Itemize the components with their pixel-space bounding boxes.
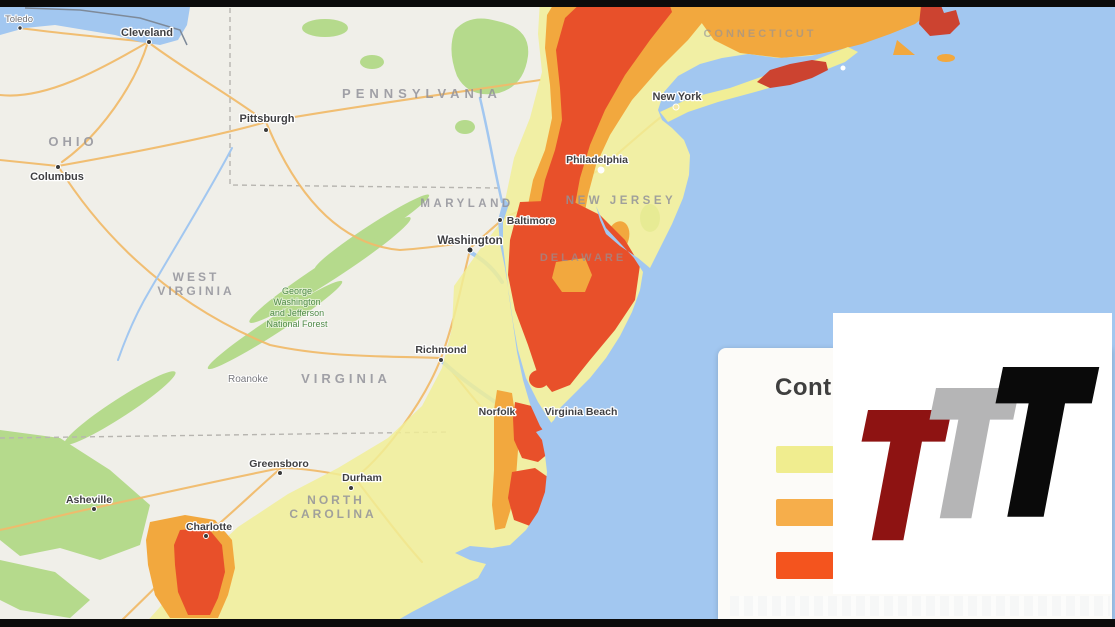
city-dot bbox=[91, 506, 97, 512]
city-label-new-york: New York bbox=[652, 91, 702, 103]
island-orange-1 bbox=[893, 40, 915, 55]
legend-swatch-orange bbox=[776, 499, 834, 526]
state-label-ohio: OHIO bbox=[48, 134, 97, 149]
overlay-orange-delaware-patch bbox=[552, 258, 592, 292]
city-label-toledo: Toledo bbox=[5, 14, 33, 25]
city-label-columbus: Columbus bbox=[30, 171, 84, 183]
city-dot bbox=[203, 533, 209, 539]
lake-border-line bbox=[24, 7, 188, 46]
park-label-line: Washington bbox=[273, 297, 320, 307]
city-label-cleveland: Cleveland bbox=[121, 27, 173, 39]
overlay-red-charlotte-core bbox=[174, 528, 225, 615]
overlay-red-epa-core bbox=[540, 0, 672, 230]
logo-letter-t-black bbox=[995, 367, 1100, 517]
legend-title: Cont bbox=[775, 374, 832, 401]
city-label-virginia-beach: Virginia Beach bbox=[545, 406, 618, 418]
city-label-roanoke: Roanoke bbox=[228, 374, 268, 385]
park-label-line: George bbox=[282, 286, 312, 296]
letterbox-bar-bottom bbox=[0, 619, 1115, 627]
lighthouse-dot bbox=[840, 65, 846, 71]
logo-letter-t-red bbox=[861, 410, 952, 541]
city-label-baltimore: Baltimore bbox=[507, 215, 556, 227]
overlay-red-rhode-island bbox=[919, 3, 960, 36]
city-dot bbox=[55, 164, 61, 170]
legend-swatch-red bbox=[776, 552, 834, 579]
overlay-red-cape-charles bbox=[529, 370, 549, 388]
city-dots bbox=[17, 25, 680, 539]
state-label-west-virginia: WEST bbox=[173, 270, 220, 284]
overlay-red-delmarva bbox=[508, 200, 640, 392]
city-labels: Toledo Cleveland Columbus Pittsburgh Was… bbox=[4, 13, 704, 534]
city-dot bbox=[146, 39, 152, 45]
letterbox-bar-top bbox=[0, 0, 1115, 7]
city-label-charlotte: Charlotte bbox=[186, 521, 232, 533]
logo-letter-t-gray bbox=[929, 388, 1020, 519]
legend-swatch-yellow bbox=[776, 446, 834, 473]
city-dot bbox=[277, 470, 283, 476]
logo-box bbox=[833, 313, 1112, 594]
city-label-philadelphia: Philadelphia bbox=[566, 154, 628, 166]
city-label-greensboro: Greensboro bbox=[249, 458, 309, 470]
overlay-red-zones bbox=[174, 0, 672, 615]
lake-erie bbox=[0, 7, 190, 45]
city-label-asheville: Asheville bbox=[66, 494, 112, 506]
state-label-virginia: VIRGINIA bbox=[301, 371, 391, 386]
state-label-delaware: DELAWARE bbox=[540, 252, 626, 264]
city-dot bbox=[17, 25, 23, 31]
state-labels: OHIO PENNSYLVANIA WEST VIRGINIA VIRGINIA… bbox=[48, 28, 816, 521]
city-label-norfolk: Norfolk bbox=[479, 406, 516, 418]
city-dot bbox=[672, 103, 680, 111]
overlay-orange-connecticut bbox=[700, 7, 948, 58]
city-label-richmond: Richmond bbox=[415, 344, 466, 356]
attribution-strip bbox=[730, 596, 1110, 616]
state-label-north-carolina-2: CAROLINA bbox=[289, 507, 376, 521]
state-label-new-jersey: NEW JERSEY bbox=[566, 195, 676, 207]
park-label-line: and Jefferson bbox=[270, 308, 324, 318]
state-label-connecticut: CONNECTICUT bbox=[703, 28, 816, 40]
city-dot bbox=[497, 217, 503, 223]
ttt-logo bbox=[861, 367, 1100, 541]
city-dot bbox=[597, 166, 605, 174]
state-label-west-virginia-2: VIRGINIA bbox=[157, 284, 234, 298]
overlay-red-long-island-tip bbox=[757, 60, 828, 88]
state-borders bbox=[0, 8, 501, 439]
city-label-pittsburgh: Pittsburgh bbox=[240, 113, 295, 125]
city-label-washington: Washington bbox=[437, 235, 502, 247]
city-dot bbox=[438, 357, 444, 363]
city-dot bbox=[348, 485, 354, 491]
state-label-pennsylvania: PENNSYLVANIA bbox=[342, 86, 502, 101]
chesapeake-bay bbox=[498, 198, 560, 440]
city-label-durham: Durham bbox=[342, 472, 382, 484]
state-label-north-carolina: NORTH bbox=[307, 493, 365, 507]
city-dot bbox=[263, 127, 269, 133]
park-label-line: National Forest bbox=[266, 319, 328, 329]
park-label: George Washington and Jefferson National… bbox=[265, 285, 329, 330]
state-label-maryland: MARYLAND bbox=[420, 198, 513, 210]
city-dot bbox=[466, 246, 474, 254]
island-orange-2 bbox=[937, 54, 955, 62]
